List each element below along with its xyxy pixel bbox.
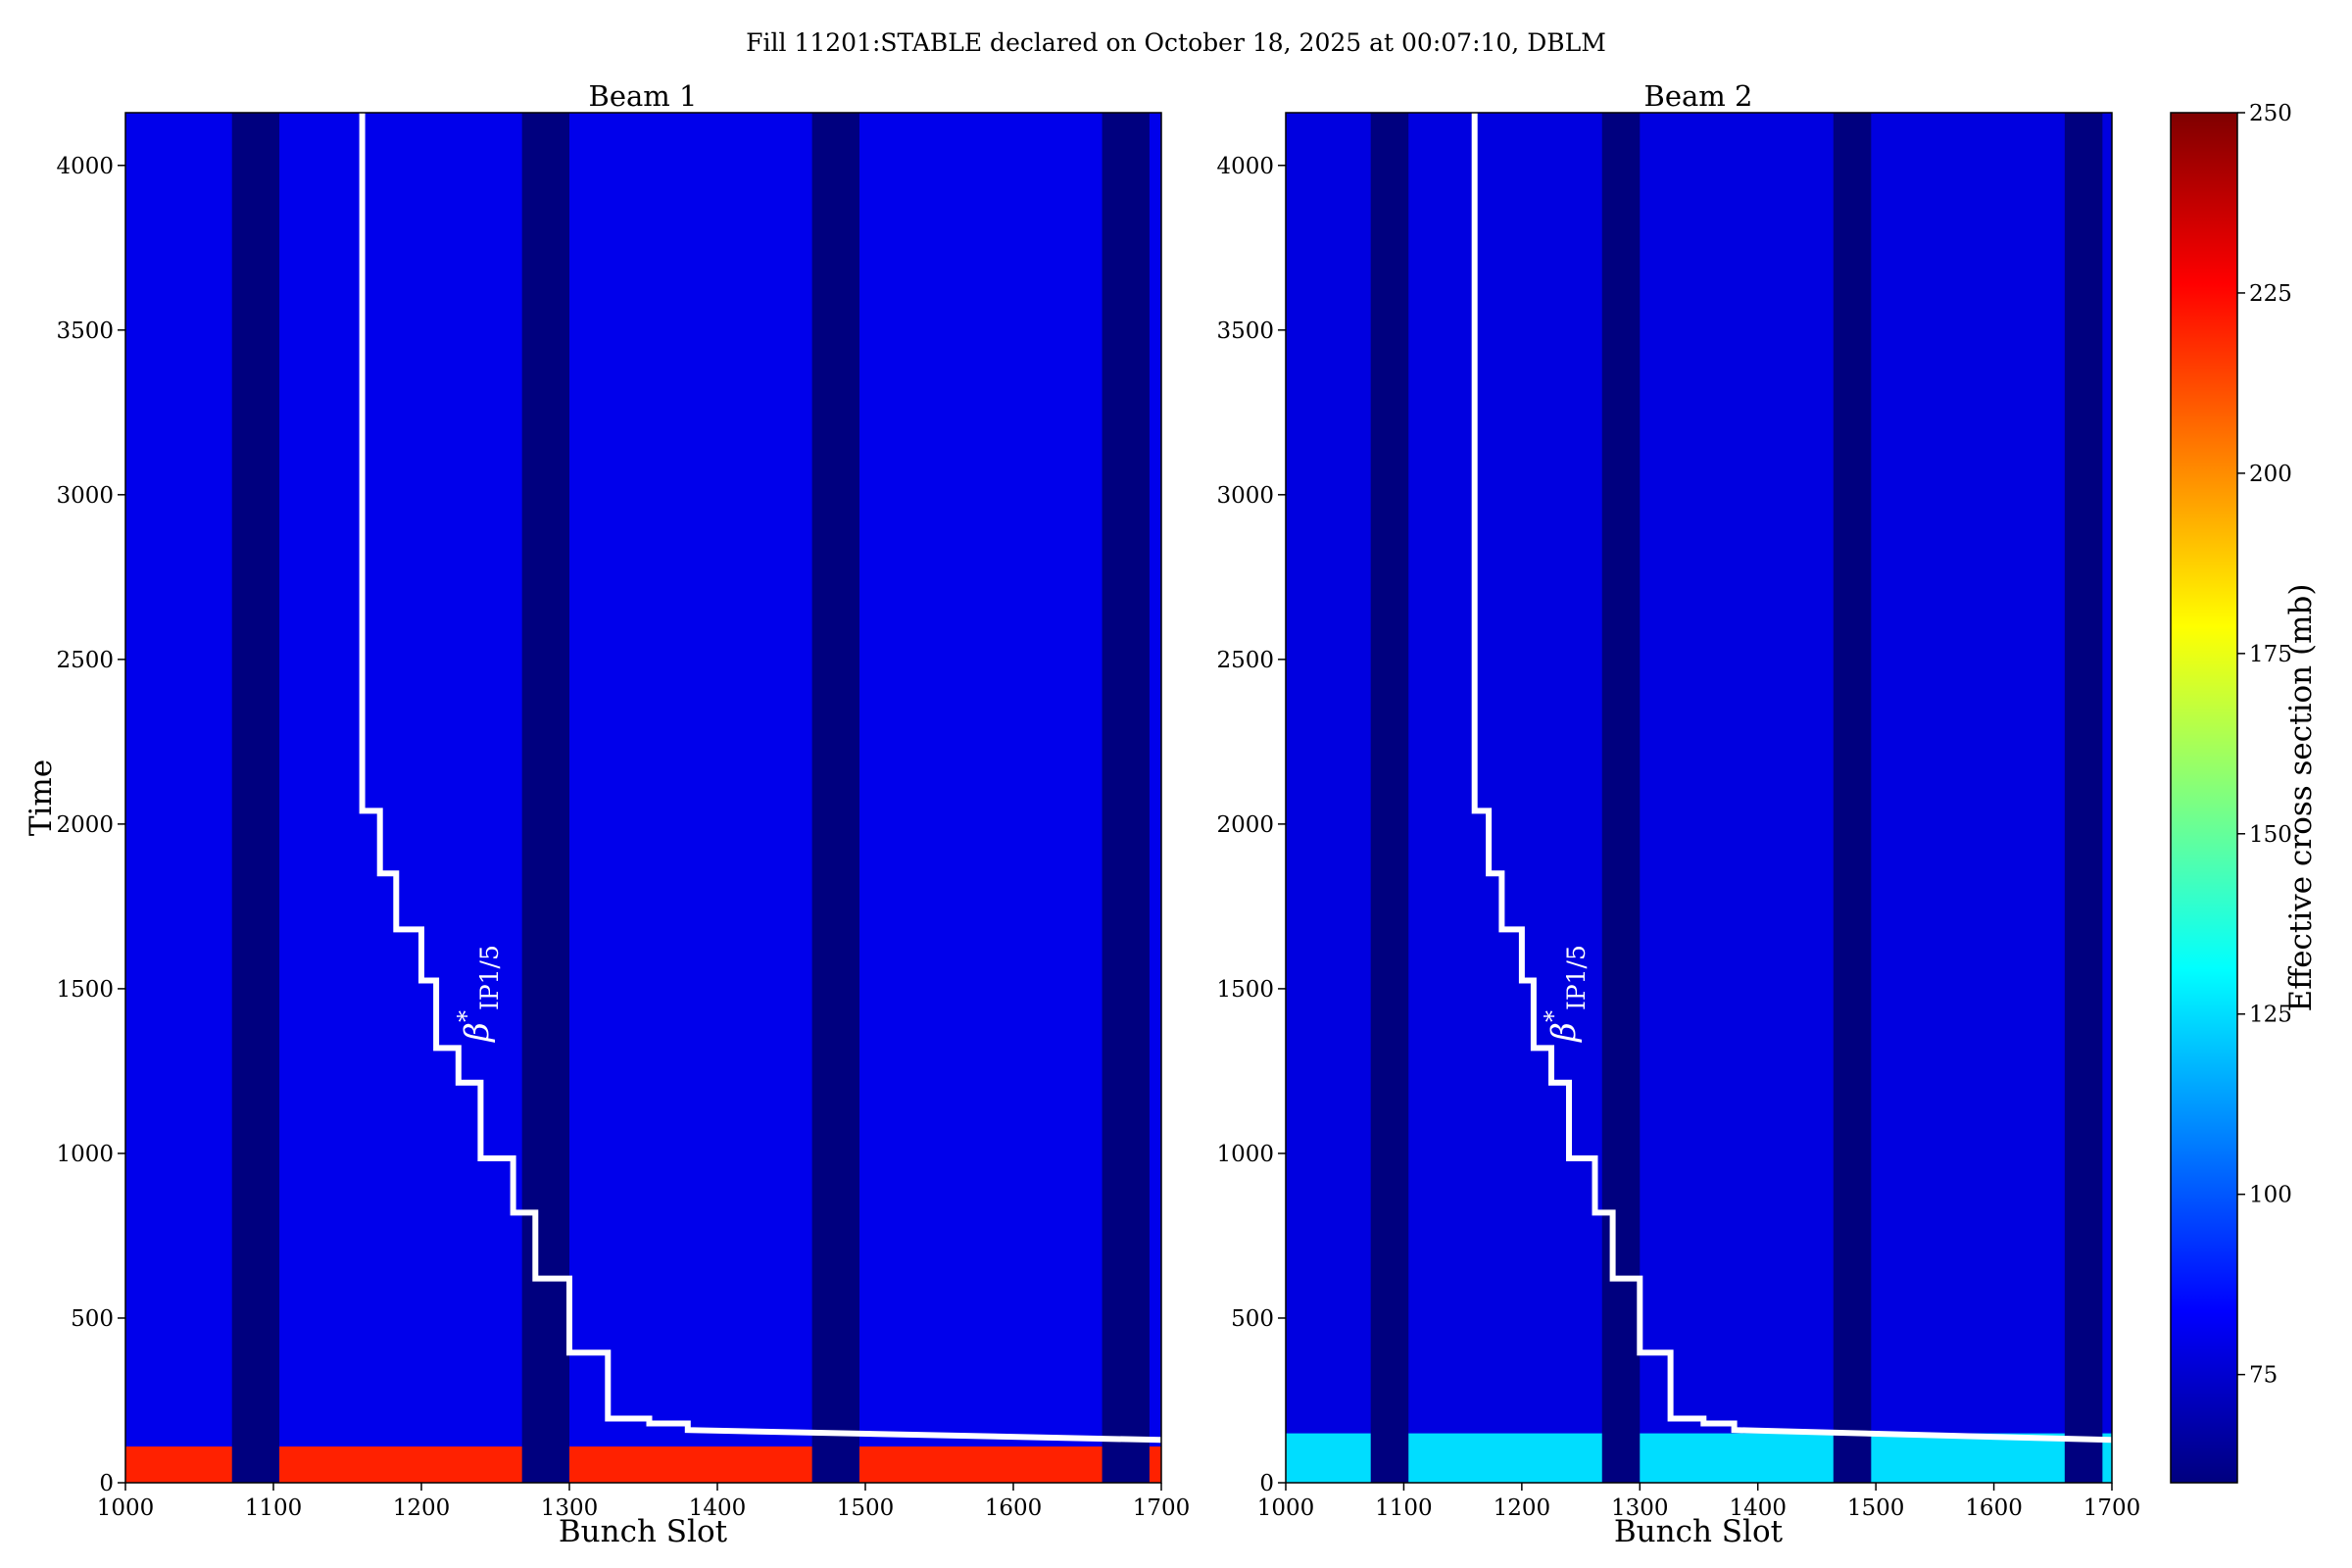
beam2-x-label: Bunch Slot — [1614, 1514, 1784, 1549]
x-tick-label: 1200 — [1494, 1495, 1551, 1521]
beam1-beta-star-label: β*IP1/5 — [453, 945, 504, 1044]
x-tick-label: 1300 — [541, 1495, 599, 1521]
beam1-heatmap — [125, 113, 1161, 1483]
y-tick-label: 2500 — [56, 648, 114, 673]
x-tick-label: 1600 — [1965, 1495, 2023, 1521]
heatmap-base — [125, 113, 1161, 1483]
x-tick-label: 1100 — [1375, 1495, 1433, 1521]
y-tick-label: 500 — [71, 1306, 114, 1332]
colorbar-tick-label: 200 — [2249, 462, 2292, 487]
colorbar-tick-label: 100 — [2249, 1183, 2292, 1208]
y-tick-label: 500 — [1231, 1306, 1274, 1332]
colorbar-tick-label: 225 — [2249, 281, 2292, 307]
colorbar-tick-label: 150 — [2249, 822, 2292, 848]
y-tick-label: 3000 — [1216, 483, 1274, 509]
beam2-heatmap — [1286, 113, 2112, 1483]
colorbar-label: Effective cross section (mb) — [2283, 584, 2319, 1012]
y-tick-label: 0 — [99, 1471, 114, 1496]
y-tick-label: 3500 — [56, 318, 114, 344]
x-tick-label: 1300 — [1611, 1495, 1669, 1521]
x-tick-label: 1100 — [245, 1495, 303, 1521]
x-tick-label: 1700 — [1133, 1495, 1191, 1521]
beam1-plot-frame — [124, 112, 1162, 1484]
heatmap-low-time-band — [1286, 1433, 2112, 1483]
y-tick-label: 4000 — [56, 154, 114, 179]
y-tick-label: 3000 — [56, 483, 114, 509]
beam1-panel: Beam 1 β*IP1/5 1000 1100 1200 1300 1400 1500 1… — [24, 79, 1190, 1549]
y-tick-label: 1000 — [56, 1142, 114, 1167]
colorbar-tick-label: 250 — [2249, 101, 2292, 126]
heatmap-empty-slots — [1102, 113, 1150, 1483]
y-tick-label: 4000 — [1216, 154, 1274, 179]
x-tick-label: 1500 — [837, 1495, 895, 1521]
colorbar: 75 100 125 150 175 200 225 250 Effective cross … — [2170, 101, 2319, 1484]
x-tick-label: 1600 — [985, 1495, 1043, 1521]
figure-title: Fill 11201:STABLE declared on October 18… — [746, 28, 1606, 57]
beam1-x-label: Bunch Slot — [559, 1514, 728, 1549]
x-tick-label: 1400 — [689, 1495, 747, 1521]
heatmap-empty-slots — [1833, 113, 1872, 1483]
heatmap-empty-slots — [2064, 113, 2103, 1483]
beam2-beta-star-label: β*IP1/5 — [1540, 945, 1591, 1044]
beam2-beta-star-curve — [1471, 113, 2112, 1444]
y-tick-label: 1500 — [1216, 977, 1274, 1003]
heatmap-base — [1286, 113, 2112, 1483]
beam2-plot-frame — [1285, 112, 2113, 1484]
heatmap-empty-slots — [521, 113, 569, 1483]
y-tick-label: 2500 — [1216, 648, 1274, 673]
heatmap-low-time-band — [125, 1446, 1161, 1483]
x-tick-label: 1500 — [1847, 1495, 1905, 1521]
y-tick-label: 2000 — [1216, 812, 1274, 838]
beam2-panel: Beam 2 β*IP1/5 1000 1100 1200 1300 1400 1500 1… — [1216, 79, 2140, 1549]
colorbar-tick-label: 175 — [2249, 642, 2292, 667]
x-tick-label: 1000 — [97, 1495, 155, 1521]
heatmap-empty-slots — [231, 113, 280, 1483]
colorbar-ticks: 75 100 125 150 175 200 225 250 — [2237, 101, 2292, 1389]
beam1-title: Beam 1 — [589, 79, 698, 113]
beam2-title: Beam 2 — [1644, 79, 1753, 113]
y-tick-label: 3500 — [1216, 318, 1274, 344]
x-tick-label: 1700 — [2083, 1495, 2141, 1521]
beam2-y-axis: 0 500 1000 1500 2000 2500 3000 3500 4000 — [1216, 154, 1286, 1496]
beam1-y-label: Time — [24, 760, 59, 836]
heatmap-empty-slots — [1370, 113, 1409, 1483]
y-tick-label: 2000 — [56, 812, 114, 838]
y-tick-label: 0 — [1259, 1471, 1274, 1496]
heatmap-empty-slots — [811, 113, 859, 1483]
heatmap-empty-slots — [1601, 113, 1641, 1483]
beam1-beta-star-curve — [359, 113, 1161, 1444]
x-tick-label: 1200 — [393, 1495, 451, 1521]
y-tick-label: 1500 — [56, 977, 114, 1003]
colorbar-tick-label: 125 — [2249, 1003, 2292, 1028]
beam2-x-axis: 1000 1100 1200 1300 1400 1500 1600 1700 — [1257, 1483, 2141, 1521]
colorbar-tick-label: 75 — [2249, 1363, 2278, 1389]
y-tick-label: 1000 — [1216, 1142, 1274, 1167]
x-tick-label: 1000 — [1257, 1495, 1315, 1521]
colorbar-gradient — [2170, 112, 2238, 1484]
beam1-y-axis: 0 500 1000 1500 2000 2500 3000 3500 4000 — [56, 154, 125, 1496]
beam1-x-axis: 1000 1100 1200 1300 1400 1500 1600 1700 — [97, 1483, 1191, 1521]
x-tick-label: 1400 — [1729, 1495, 1787, 1521]
